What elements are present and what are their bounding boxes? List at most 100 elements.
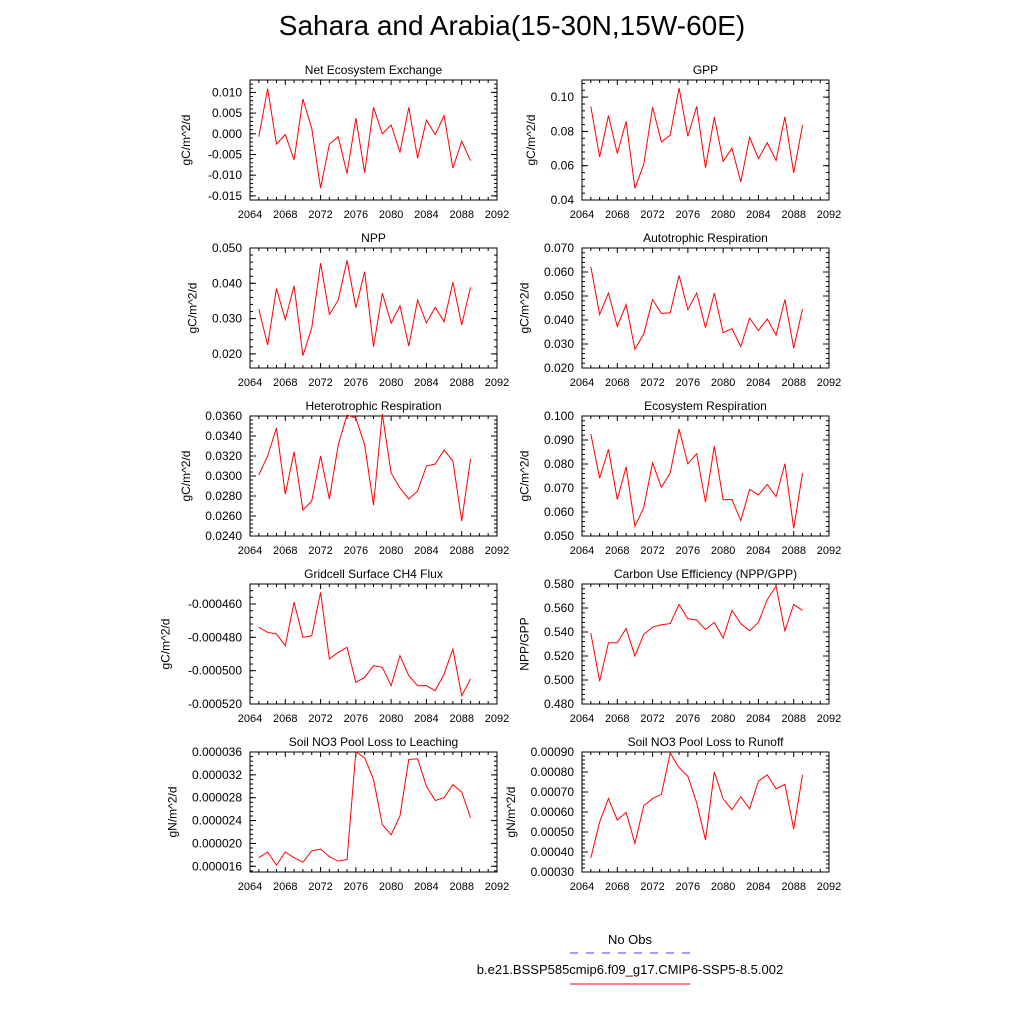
- panel-9: Soil NO3 Pool Loss to Runoff 2064 2068 2072…: [504, 735, 841, 893]
- x-tick-label: 2080: [711, 881, 735, 893]
- y-tick-label: 0.00050: [531, 825, 575, 839]
- x-tick-label: 2080: [379, 881, 403, 893]
- x-tick-label: 2064: [570, 713, 594, 725]
- y-axis-label: gC/m^2/d: [524, 115, 538, 166]
- panel-7: Carbon Use Efficiency (NPP/GPP) 2064 2068 2…: [518, 567, 842, 725]
- y-tick-label: 0.0300: [205, 469, 242, 483]
- panel-6: Gridcell Surface CH4 Flux 2064 2068 2072 207…: [159, 567, 510, 725]
- x-tick-label: 2076: [676, 713, 700, 725]
- x-tick-label: 2092: [817, 377, 841, 389]
- y-tick-label: 0.500: [544, 673, 574, 687]
- y-tick-label: -0.015: [208, 189, 242, 203]
- x-tick-label: 2072: [308, 713, 332, 725]
- y-tick-label: -0.000500: [188, 664, 242, 678]
- x-tick-label: 2072: [640, 545, 664, 557]
- x-tick-label: 2088: [781, 377, 805, 389]
- panel-0: Net Ecosystem Exchange 2064 2068 2072 2076 20…: [179, 63, 509, 221]
- y-tick-label: 0.06: [551, 159, 575, 173]
- x-tick-label: 2092: [485, 881, 509, 893]
- panel-title: Carbon Use Efficiency (NPP/GPP): [614, 567, 797, 581]
- x-tick-label: 2084: [414, 377, 438, 389]
- series-line-0: [590, 266, 804, 351]
- x-tick-label: 2064: [238, 713, 262, 725]
- x-tick-label: 2072: [640, 881, 664, 893]
- x-tick-label: 2076: [676, 377, 700, 389]
- x-tick-label: 2080: [379, 713, 403, 725]
- x-tick-label: 2068: [605, 209, 629, 221]
- y-tick-label: 0.04: [551, 193, 575, 207]
- y-tick-label: -0.005: [208, 147, 242, 161]
- x-tick-label: 2088: [449, 713, 473, 725]
- x-tick-label: 2092: [485, 209, 509, 221]
- x-tick-label: 2068: [605, 377, 629, 389]
- series-line-0: [258, 592, 471, 698]
- x-tick-label: 2080: [379, 377, 403, 389]
- x-tick-label: 2080: [379, 545, 403, 557]
- y-tick-label: 0.030: [212, 312, 242, 326]
- panel-3: Autotrophic Respiration 2064 2068 2072 2076 2…: [518, 231, 842, 389]
- x-tick-label: 2088: [781, 209, 805, 221]
- x-tick-label: 2064: [570, 377, 594, 389]
- y-tick-label: 0.020: [544, 361, 574, 375]
- plot-frame: [581, 751, 830, 873]
- x-tick-label: 2076: [344, 713, 368, 725]
- x-tick-label: 2064: [570, 209, 594, 221]
- series-line-0: [590, 87, 804, 189]
- x-tick-label: 2080: [379, 209, 403, 221]
- y-tick-label: 0.00030: [531, 865, 575, 879]
- y-tick-label: -0.000480: [188, 630, 242, 644]
- panel-title: Soil NO3 Pool Loss to Runoff: [628, 735, 785, 749]
- x-tick-label: 2084: [746, 713, 770, 725]
- y-tick-label: 0.00080: [531, 765, 575, 779]
- x-tick-label: 2068: [605, 545, 629, 557]
- plot-frame: [249, 415, 498, 537]
- x-tick-label: 2068: [273, 881, 297, 893]
- x-tick-label: 2064: [238, 209, 262, 221]
- y-tick-label: 0.050: [212, 241, 242, 255]
- series-line-0: [258, 88, 471, 189]
- x-tick-label: 2084: [414, 713, 438, 725]
- y-axis-label: gC/m^2/d: [518, 283, 532, 334]
- plot-frame: [249, 247, 498, 369]
- x-tick-label: 2080: [711, 545, 735, 557]
- panel-title: Ecosystem Respiration: [644, 399, 767, 413]
- x-tick-label: 2072: [308, 377, 332, 389]
- x-tick-label: 2080: [711, 713, 735, 725]
- y-tick-label: 0.000024: [192, 814, 242, 828]
- x-tick-label: 2076: [676, 545, 700, 557]
- x-tick-label: 2068: [273, 545, 297, 557]
- x-tick-label: 2088: [449, 209, 473, 221]
- legend-model-label: b.e21.BSSP585cmip6.f09_g17.CMIP6-SSP5-8.…: [476, 962, 784, 977]
- y-tick-label: 0.000016: [192, 859, 242, 873]
- panel-title: GPP: [693, 63, 718, 77]
- x-tick-label: 2064: [238, 545, 262, 557]
- panel-title: Soil NO3 Pool Loss to Leaching: [289, 735, 458, 749]
- y-tick-label: 0.010: [212, 85, 242, 99]
- y-axis-label: gN/m^2/d: [504, 787, 518, 838]
- panel-2: NPP 2064 2068 2072 2076 2080 2084 2088 2092 0.020…: [186, 231, 510, 389]
- y-tick-label: 0.020: [212, 347, 242, 361]
- x-tick-label: 2092: [485, 713, 509, 725]
- y-tick-label: 0.560: [544, 601, 574, 615]
- panel-title: Net Ecosystem Exchange: [305, 63, 443, 77]
- x-tick-label: 2092: [817, 545, 841, 557]
- plot-frame: [581, 79, 830, 201]
- y-tick-label: 0.100: [544, 409, 574, 423]
- x-tick-label: 2076: [344, 881, 368, 893]
- x-tick-label: 2092: [485, 545, 509, 557]
- x-tick-label: 2076: [676, 209, 700, 221]
- y-tick-label: 0.040: [544, 313, 574, 327]
- y-tick-label: 0.0320: [205, 449, 242, 463]
- y-tick-label: 0.0280: [205, 489, 242, 503]
- panel-title: Autotrophic Respiration: [643, 231, 768, 245]
- y-axis-label: gC/m^2/d: [518, 451, 532, 502]
- x-tick-label: 2092: [817, 881, 841, 893]
- y-tick-label: 0.080: [544, 457, 574, 471]
- series-line-0: [590, 428, 804, 529]
- x-tick-label: 2072: [640, 713, 664, 725]
- x-tick-label: 2084: [414, 545, 438, 557]
- y-tick-label: 0.520: [544, 649, 574, 663]
- y-tick-label: 0.060: [544, 505, 574, 519]
- x-tick-label: 2084: [746, 545, 770, 557]
